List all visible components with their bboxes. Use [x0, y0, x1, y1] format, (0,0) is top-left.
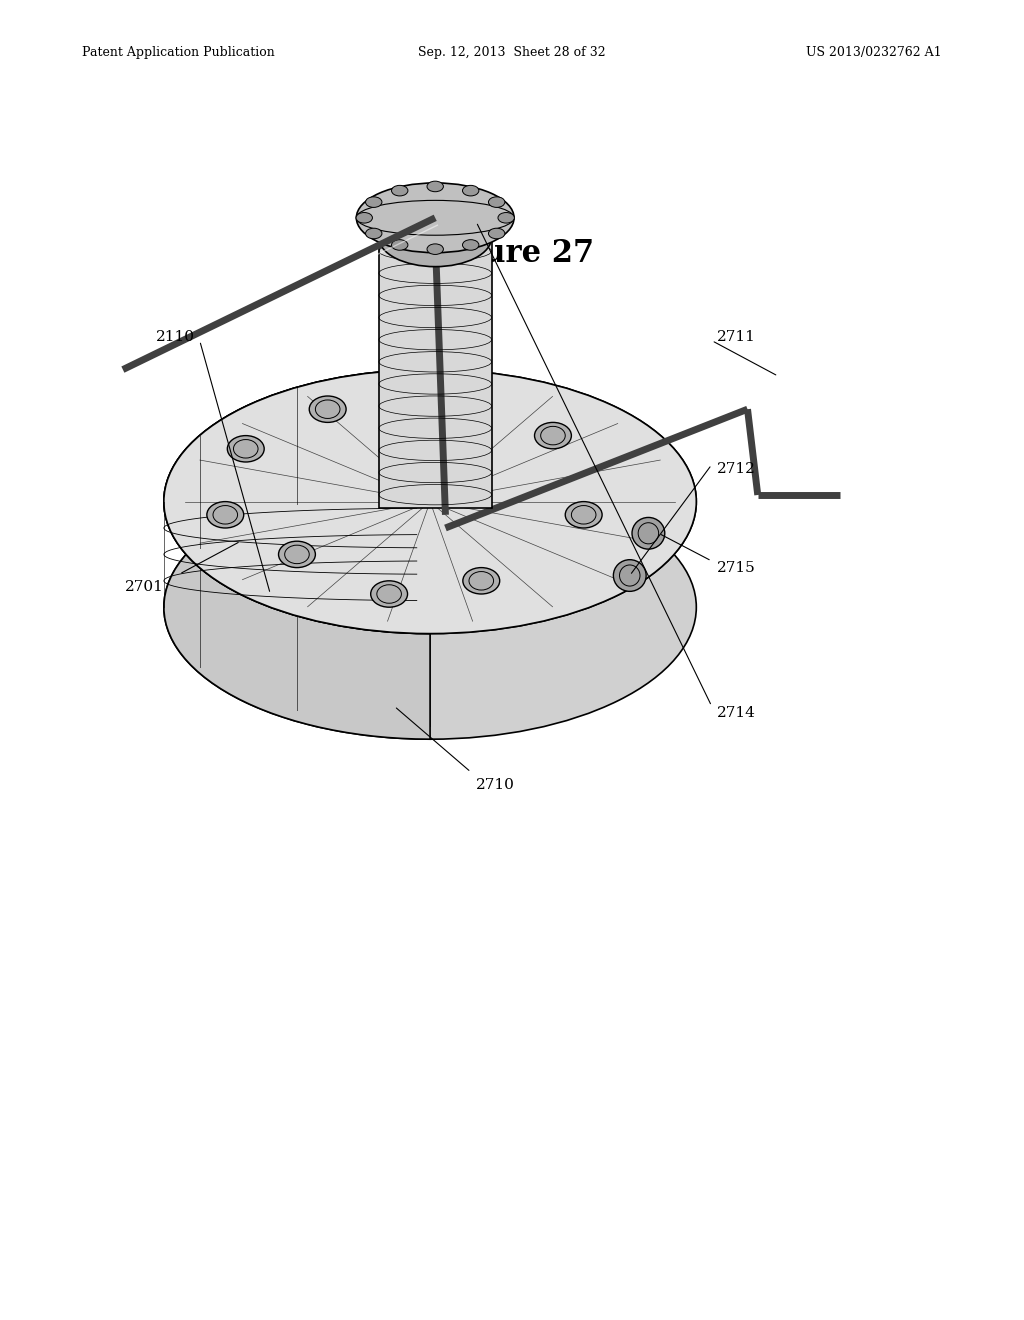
Ellipse shape — [613, 560, 646, 591]
Ellipse shape — [565, 502, 602, 528]
Text: US 2013/0232762 A1: US 2013/0232762 A1 — [807, 46, 942, 59]
Ellipse shape — [391, 185, 408, 195]
Ellipse shape — [391, 240, 408, 251]
Ellipse shape — [427, 181, 443, 191]
Ellipse shape — [164, 370, 696, 634]
Text: Figure 27: Figure 27 — [429, 238, 595, 268]
Ellipse shape — [463, 185, 479, 195]
Text: 2712: 2712 — [717, 462, 756, 475]
Text: 2710: 2710 — [476, 779, 515, 792]
Polygon shape — [164, 370, 430, 739]
Text: 2110: 2110 — [156, 330, 195, 343]
Ellipse shape — [164, 370, 696, 634]
Ellipse shape — [366, 228, 382, 239]
Ellipse shape — [371, 581, 408, 607]
Ellipse shape — [279, 541, 315, 568]
Ellipse shape — [427, 244, 443, 255]
Text: 2715: 2715 — [717, 561, 756, 574]
Ellipse shape — [498, 213, 514, 223]
Ellipse shape — [632, 517, 665, 549]
Ellipse shape — [535, 422, 571, 449]
Ellipse shape — [488, 197, 505, 207]
Ellipse shape — [207, 502, 244, 528]
Ellipse shape — [309, 396, 346, 422]
Ellipse shape — [227, 436, 264, 462]
Text: 2701: 2701 — [125, 581, 164, 594]
Polygon shape — [379, 238, 492, 508]
Ellipse shape — [488, 228, 505, 239]
Ellipse shape — [463, 568, 500, 594]
Text: 2711: 2711 — [717, 330, 756, 343]
Ellipse shape — [356, 213, 373, 223]
Text: Sep. 12, 2013  Sheet 28 of 32: Sep. 12, 2013 Sheet 28 of 32 — [418, 46, 606, 59]
Ellipse shape — [366, 197, 382, 207]
Ellipse shape — [463, 240, 479, 251]
Text: Patent Application Publication: Patent Application Publication — [82, 46, 274, 59]
Text: 2714: 2714 — [717, 706, 756, 719]
Ellipse shape — [379, 209, 492, 267]
Ellipse shape — [356, 183, 514, 252]
Ellipse shape — [164, 475, 696, 739]
